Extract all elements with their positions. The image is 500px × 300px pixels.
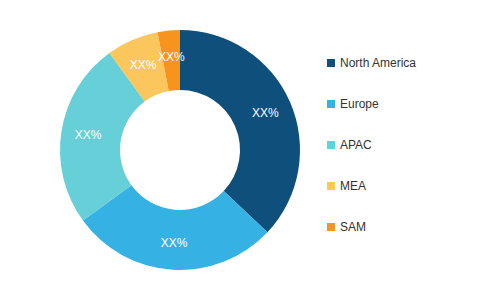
- svg-text:XX%: XX%: [130, 58, 157, 72]
- svg-text:XX%: XX%: [161, 236, 188, 250]
- svg-text:XX%: XX%: [158, 50, 185, 64]
- svg-text:XX%: XX%: [252, 106, 279, 120]
- svg-text:MEA: MEA: [340, 179, 366, 193]
- svg-text:APAC: APAC: [340, 138, 372, 152]
- svg-text:Europe: Europe: [340, 97, 379, 111]
- svg-text:XX%: XX%: [75, 128, 102, 142]
- svg-text:SAM: SAM: [340, 220, 366, 234]
- svg-text:North America: North America: [340, 56, 416, 70]
